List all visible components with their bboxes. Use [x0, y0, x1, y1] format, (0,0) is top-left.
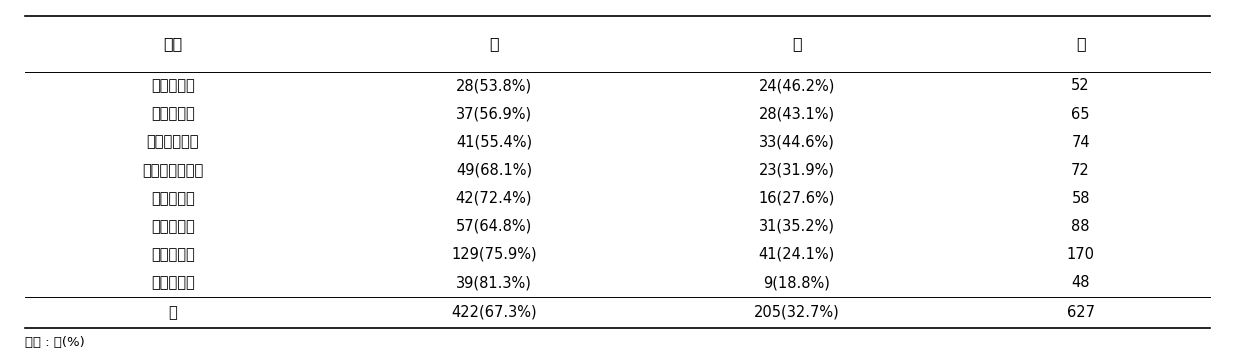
Text: 39(81.3%): 39(81.3%) [456, 275, 532, 290]
Text: 학교: 학교 [163, 37, 183, 51]
Text: 관동대의대: 관동대의대 [151, 275, 195, 290]
Text: 41(55.4%): 41(55.4%) [456, 135, 532, 150]
Text: 16(27.6%): 16(27.6%) [758, 191, 835, 206]
Text: 원주연세대의대: 원주연세대의대 [142, 163, 204, 178]
Text: 24(46.2%): 24(46.2%) [758, 79, 835, 93]
Text: 74: 74 [1071, 135, 1091, 150]
Text: 건양대의대: 건양대의대 [151, 79, 195, 93]
Text: 28(43.1%): 28(43.1%) [758, 107, 835, 121]
Text: 단위 : 명(%): 단위 : 명(%) [25, 336, 84, 349]
Text: 순천향대의대: 순천향대의대 [147, 135, 199, 150]
Text: 남: 남 [489, 37, 499, 51]
Text: 42(72.4%): 42(72.4%) [456, 191, 532, 206]
Text: 41(24.1%): 41(24.1%) [758, 247, 835, 262]
Text: 31(35.2%): 31(35.2%) [758, 219, 835, 234]
Text: 을지대의대: 을지대의대 [151, 219, 195, 234]
Text: 72: 72 [1071, 163, 1091, 178]
Text: 422(67.3%): 422(67.3%) [451, 305, 537, 320]
Text: 37(56.9%): 37(56.9%) [456, 107, 532, 121]
Text: 원광대의대: 원광대의대 [151, 191, 195, 206]
Text: 205(32.7%): 205(32.7%) [753, 305, 840, 320]
Text: 여: 여 [792, 37, 802, 51]
Text: 65: 65 [1072, 107, 1089, 121]
Text: 계명대의대: 계명대의대 [151, 107, 195, 121]
Text: 129(75.9%): 129(75.9%) [451, 247, 537, 262]
Text: 48: 48 [1072, 275, 1089, 290]
Text: 계: 계 [1076, 37, 1086, 51]
Text: 52: 52 [1071, 79, 1091, 93]
Text: 계: 계 [168, 305, 178, 320]
Text: 49(68.1%): 49(68.1%) [456, 163, 532, 178]
Text: 9(18.8%): 9(18.8%) [763, 275, 830, 290]
Text: 58: 58 [1072, 191, 1089, 206]
Text: 23(31.9%): 23(31.9%) [758, 163, 835, 178]
Text: 28(53.8%): 28(53.8%) [456, 79, 532, 93]
Text: 627: 627 [1067, 305, 1094, 320]
Text: 33(44.6%): 33(44.6%) [758, 135, 835, 150]
Text: 88: 88 [1072, 219, 1089, 234]
Text: 170: 170 [1067, 247, 1094, 262]
Text: 인제대의대: 인제대의대 [151, 247, 195, 262]
Text: 57(64.8%): 57(64.8%) [456, 219, 532, 234]
